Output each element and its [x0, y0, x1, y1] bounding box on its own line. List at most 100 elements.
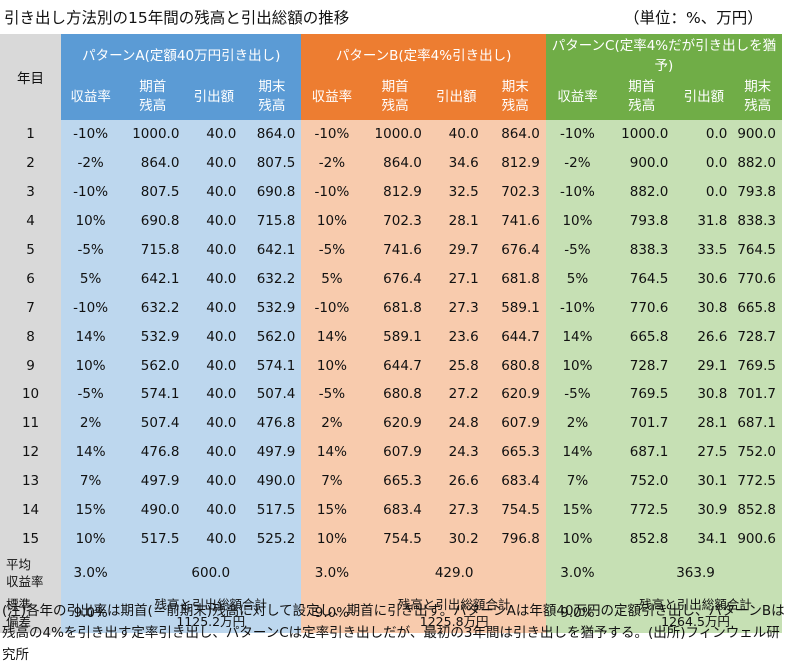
cell-a-return-rate: 10% — [61, 524, 121, 554]
footnote: (注)各年の引出率は期首(＝前期末)残高に対して設定し、期首に引き出す。パターン… — [2, 603, 785, 663]
cell-c-return-rate: 10% — [545, 524, 610, 554]
cell-c-return-rate: 14% — [545, 322, 610, 352]
cell-b-return-rate: 10% — [301, 524, 363, 554]
withdrawal-total-c: 363.9 — [609, 553, 782, 594]
cell-c-withdrawal: 30.6 — [674, 264, 734, 294]
cell-a-closing-balance: 690.8 — [242, 177, 302, 207]
cell-c-opening-balance: 900.0 — [609, 148, 675, 178]
cell-a-opening-balance: 864.0 — [120, 148, 186, 178]
cell-a-return-rate: 10% — [61, 351, 121, 381]
cell-c-closing-balance: 687.1 — [733, 408, 782, 438]
table-row: 10 -5% 574.1 40.0 507.4 -5% 680.8 27.2 620.9 -5% 7… — [0, 380, 782, 409]
year-cell: 2 — [0, 148, 62, 178]
cell-b-opening-balance: 1000.0 — [362, 120, 428, 149]
cell-b-return-rate: -10% — [301, 177, 363, 207]
cell-a-withdrawal: 40.0 — [185, 322, 243, 352]
cell-c-withdrawal: 31.8 — [674, 206, 734, 236]
subheader-a-closing-balance: 期末 残高 — [242, 74, 302, 120]
cell-a-return-rate: 10% — [61, 206, 121, 236]
cell-b-return-rate: -5% — [301, 235, 363, 265]
cell-c-withdrawal: 0.0 — [674, 148, 734, 178]
cell-b-return-rate: 14% — [301, 322, 363, 352]
cell-c-withdrawal: 33.5 — [674, 235, 734, 265]
cell-c-return-rate: -5% — [545, 380, 610, 409]
cell-a-opening-balance: 642.1 — [120, 264, 186, 294]
cell-a-opening-balance: 690.8 — [120, 206, 186, 236]
subheader-c-opening-balance: 期首 残高 — [609, 74, 675, 120]
table-body: 1 -10% 1000.0 40.0 864.0 -10% 1000.0 40.0 864.0-… — [0, 120, 782, 554]
cell-b-closing-balance: 741.6 — [484, 206, 546, 236]
cell-b-closing-balance: 680.8 — [484, 351, 546, 381]
cell-c-return-rate: -10% — [545, 120, 610, 149]
cell-b-return-rate: 2% — [301, 408, 363, 438]
cell-c-return-rate: -5% — [545, 235, 610, 265]
subheader-c-closing-balance: 期末 残高 — [733, 74, 782, 120]
cell-b-closing-balance: 796.8 — [484, 524, 546, 554]
cell-b-opening-balance: 741.6 — [362, 235, 428, 265]
cell-c-return-rate: 14% — [545, 437, 610, 467]
subheader-b-closing-balance: 期末 残高 — [484, 74, 546, 120]
cell-c-closing-balance: 701.7 — [733, 380, 782, 409]
subheader-c-return-rate: 収益率 — [545, 74, 610, 120]
cell-b-opening-balance: 589.1 — [362, 322, 428, 352]
cell-b-closing-balance: 620.9 — [484, 380, 546, 409]
cell-b-closing-balance: 812.9 — [484, 148, 546, 178]
avg-rate-b: 3.0% — [301, 553, 363, 594]
cell-c-withdrawal: 0.0 — [674, 120, 734, 149]
cell-a-withdrawal: 40.0 — [185, 206, 243, 236]
cell-b-opening-balance: 812.9 — [362, 177, 428, 207]
cell-b-withdrawal: 24.3 — [427, 437, 485, 467]
cell-b-closing-balance: 702.3 — [484, 177, 546, 207]
cell-a-opening-balance: 562.0 — [120, 351, 186, 381]
avg-row: 平均 収益率 3.0% 600.0 3.0% 429.0 3.0% 363.9 — [0, 553, 782, 594]
table-row: 5 -5% 715.8 40.0 642.1 -5% 741.6 29.7 676.4 -5% 83… — [0, 235, 782, 265]
group-header-a: パターンA(定額40万円引き出し) — [61, 34, 302, 74]
cell-a-closing-balance: 562.0 — [242, 322, 302, 352]
table-row: 11 2% 507.4 40.0 476.8 2% 620.9 24.8 607.9 2% 701.… — [0, 408, 782, 438]
cell-c-withdrawal: 30.8 — [674, 380, 734, 409]
grand-total-a: 残高と引出総額合計 1125.2万円 — [120, 593, 302, 634]
cell-c-return-rate: -10% — [545, 293, 610, 323]
year-cell: 12 — [0, 437, 62, 467]
cell-c-return-rate: -2% — [545, 148, 610, 178]
cell-b-withdrawal: 26.6 — [427, 466, 485, 496]
cell-a-return-rate: -5% — [61, 235, 121, 265]
year-cell: 3 — [0, 177, 62, 207]
cell-c-withdrawal: 30.8 — [674, 293, 734, 323]
cell-c-opening-balance: 1000.0 — [609, 120, 675, 149]
cell-c-withdrawal: 28.1 — [674, 408, 734, 438]
cell-b-closing-balance: 644.7 — [484, 322, 546, 352]
cell-b-closing-balance: 607.9 — [484, 408, 546, 438]
cell-a-closing-balance: 517.5 — [242, 495, 302, 525]
cell-b-opening-balance: 681.8 — [362, 293, 428, 323]
cell-b-withdrawal: 23.6 — [427, 322, 485, 352]
cell-c-opening-balance: 852.8 — [609, 524, 675, 554]
subheader-b-return-rate: 収益率 — [301, 74, 363, 120]
cell-c-closing-balance: 772.5 — [733, 466, 782, 496]
grand-total-b: 残高と引出総額合計 1225.8万円 — [362, 593, 546, 634]
subheader-b-withdrawal: 引出額 — [427, 74, 485, 120]
cell-a-closing-balance: 532.9 — [242, 293, 302, 323]
cell-c-return-rate: 15% — [545, 495, 610, 525]
table-row: 1 -10% 1000.0 40.0 864.0 -10% 1000.0 40.0 864.0-… — [0, 120, 782, 149]
withdrawal-total-a: 600.0 — [120, 553, 302, 594]
cell-b-withdrawal: 27.3 — [427, 293, 485, 323]
table-row: 4 10% 690.8 40.0 715.8 10% 702.3 28.1 741.6 10% 79… — [0, 206, 782, 236]
table-row: 6 5% 642.1 40.0 632.2 5% 676.4 27.1 681.8 5% 764.5… — [0, 264, 782, 294]
table-row: 14 15% 490.0 40.0 517.5 15% 683.4 27.3 754.5 15% 7… — [0, 495, 782, 525]
table-row: 12 14% 476.8 40.0 497.9 14% 607.9 24.3 665.3 14% 6… — [0, 437, 782, 467]
cell-a-return-rate: 14% — [61, 437, 121, 467]
table-row: 8 14% 532.9 40.0 562.0 14% 589.1 23.6 644.7 14% 66… — [0, 322, 782, 352]
table-row: 2 -2% 864.0 40.0 807.5 -2% 864.0 34.6 812.9 -2% 90… — [0, 148, 782, 178]
cell-a-opening-balance: 1000.0 — [120, 120, 186, 149]
year-cell: 14 — [0, 495, 62, 525]
cell-c-return-rate: 7% — [545, 466, 610, 496]
cell-c-return-rate: 2% — [545, 408, 610, 438]
year-cell: 7 — [0, 293, 62, 323]
cell-a-return-rate: 2% — [61, 408, 121, 438]
cell-b-closing-balance: 864.0 — [484, 120, 546, 149]
cell-a-return-rate: 14% — [61, 322, 121, 352]
cell-a-withdrawal: 40.0 — [185, 495, 243, 525]
cell-a-withdrawal: 40.0 — [185, 177, 243, 207]
cell-b-opening-balance: 676.4 — [362, 264, 428, 294]
